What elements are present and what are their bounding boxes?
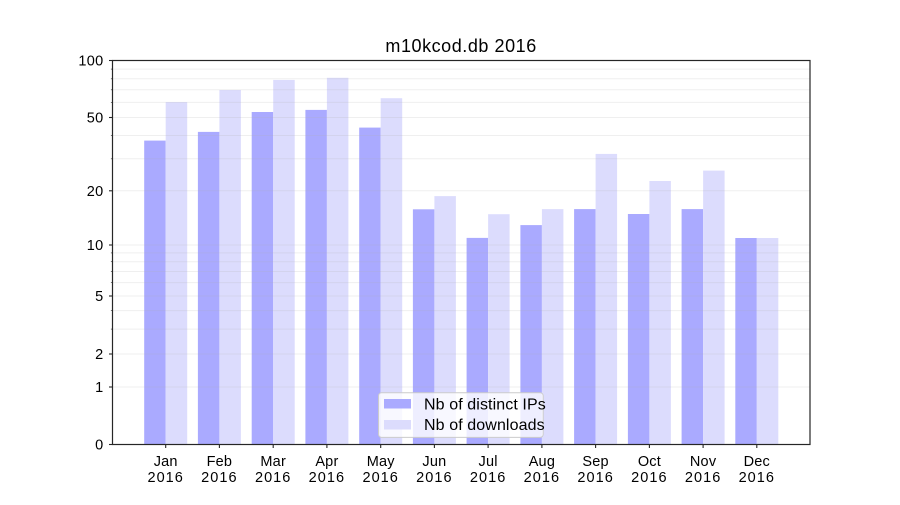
svg-text:Oct: Oct — [638, 454, 661, 470]
svg-text:100: 100 — [78, 54, 103, 70]
svg-text:Nb of distinct IPs: Nb of distinct IPs — [424, 397, 546, 414]
svg-text:Jun: Jun — [422, 454, 446, 470]
svg-text:20: 20 — [87, 184, 104, 200]
svg-text:Sep: Sep — [582, 454, 608, 470]
svg-text:0: 0 — [95, 438, 103, 454]
svg-text:m10kcod.db 2016: m10kcod.db 2016 — [385, 36, 536, 56]
svg-text:5: 5 — [95, 289, 103, 305]
svg-text:2016: 2016 — [309, 470, 345, 486]
svg-text:2016: 2016 — [577, 470, 613, 486]
svg-text:Nov: Nov — [690, 454, 717, 470]
svg-text:2016: 2016 — [201, 470, 237, 486]
svg-text:2016: 2016 — [416, 470, 452, 486]
svg-text:1: 1 — [95, 380, 103, 396]
svg-text:2016: 2016 — [362, 470, 398, 486]
svg-text:Aug: Aug — [529, 454, 555, 470]
svg-text:2016: 2016 — [470, 470, 506, 486]
svg-text:2016: 2016 — [685, 470, 721, 486]
svg-text:Dec: Dec — [744, 454, 770, 470]
svg-text:May: May — [367, 454, 396, 470]
svg-text:50: 50 — [87, 111, 104, 127]
svg-text:2016: 2016 — [147, 470, 183, 486]
svg-text:Apr: Apr — [315, 454, 338, 470]
svg-text:2016: 2016 — [255, 470, 291, 486]
svg-text:Jan: Jan — [154, 454, 178, 470]
svg-text:Mar: Mar — [260, 454, 286, 470]
svg-text:2: 2 — [95, 347, 103, 363]
svg-text:Nb of downloads: Nb of downloads — [424, 417, 545, 434]
svg-text:2016: 2016 — [631, 470, 667, 486]
svg-text:Feb: Feb — [207, 454, 233, 470]
svg-text:2016: 2016 — [739, 470, 775, 486]
svg-text:10: 10 — [87, 238, 104, 254]
svg-text:Jul: Jul — [479, 454, 498, 470]
svg-text:2016: 2016 — [524, 470, 560, 486]
